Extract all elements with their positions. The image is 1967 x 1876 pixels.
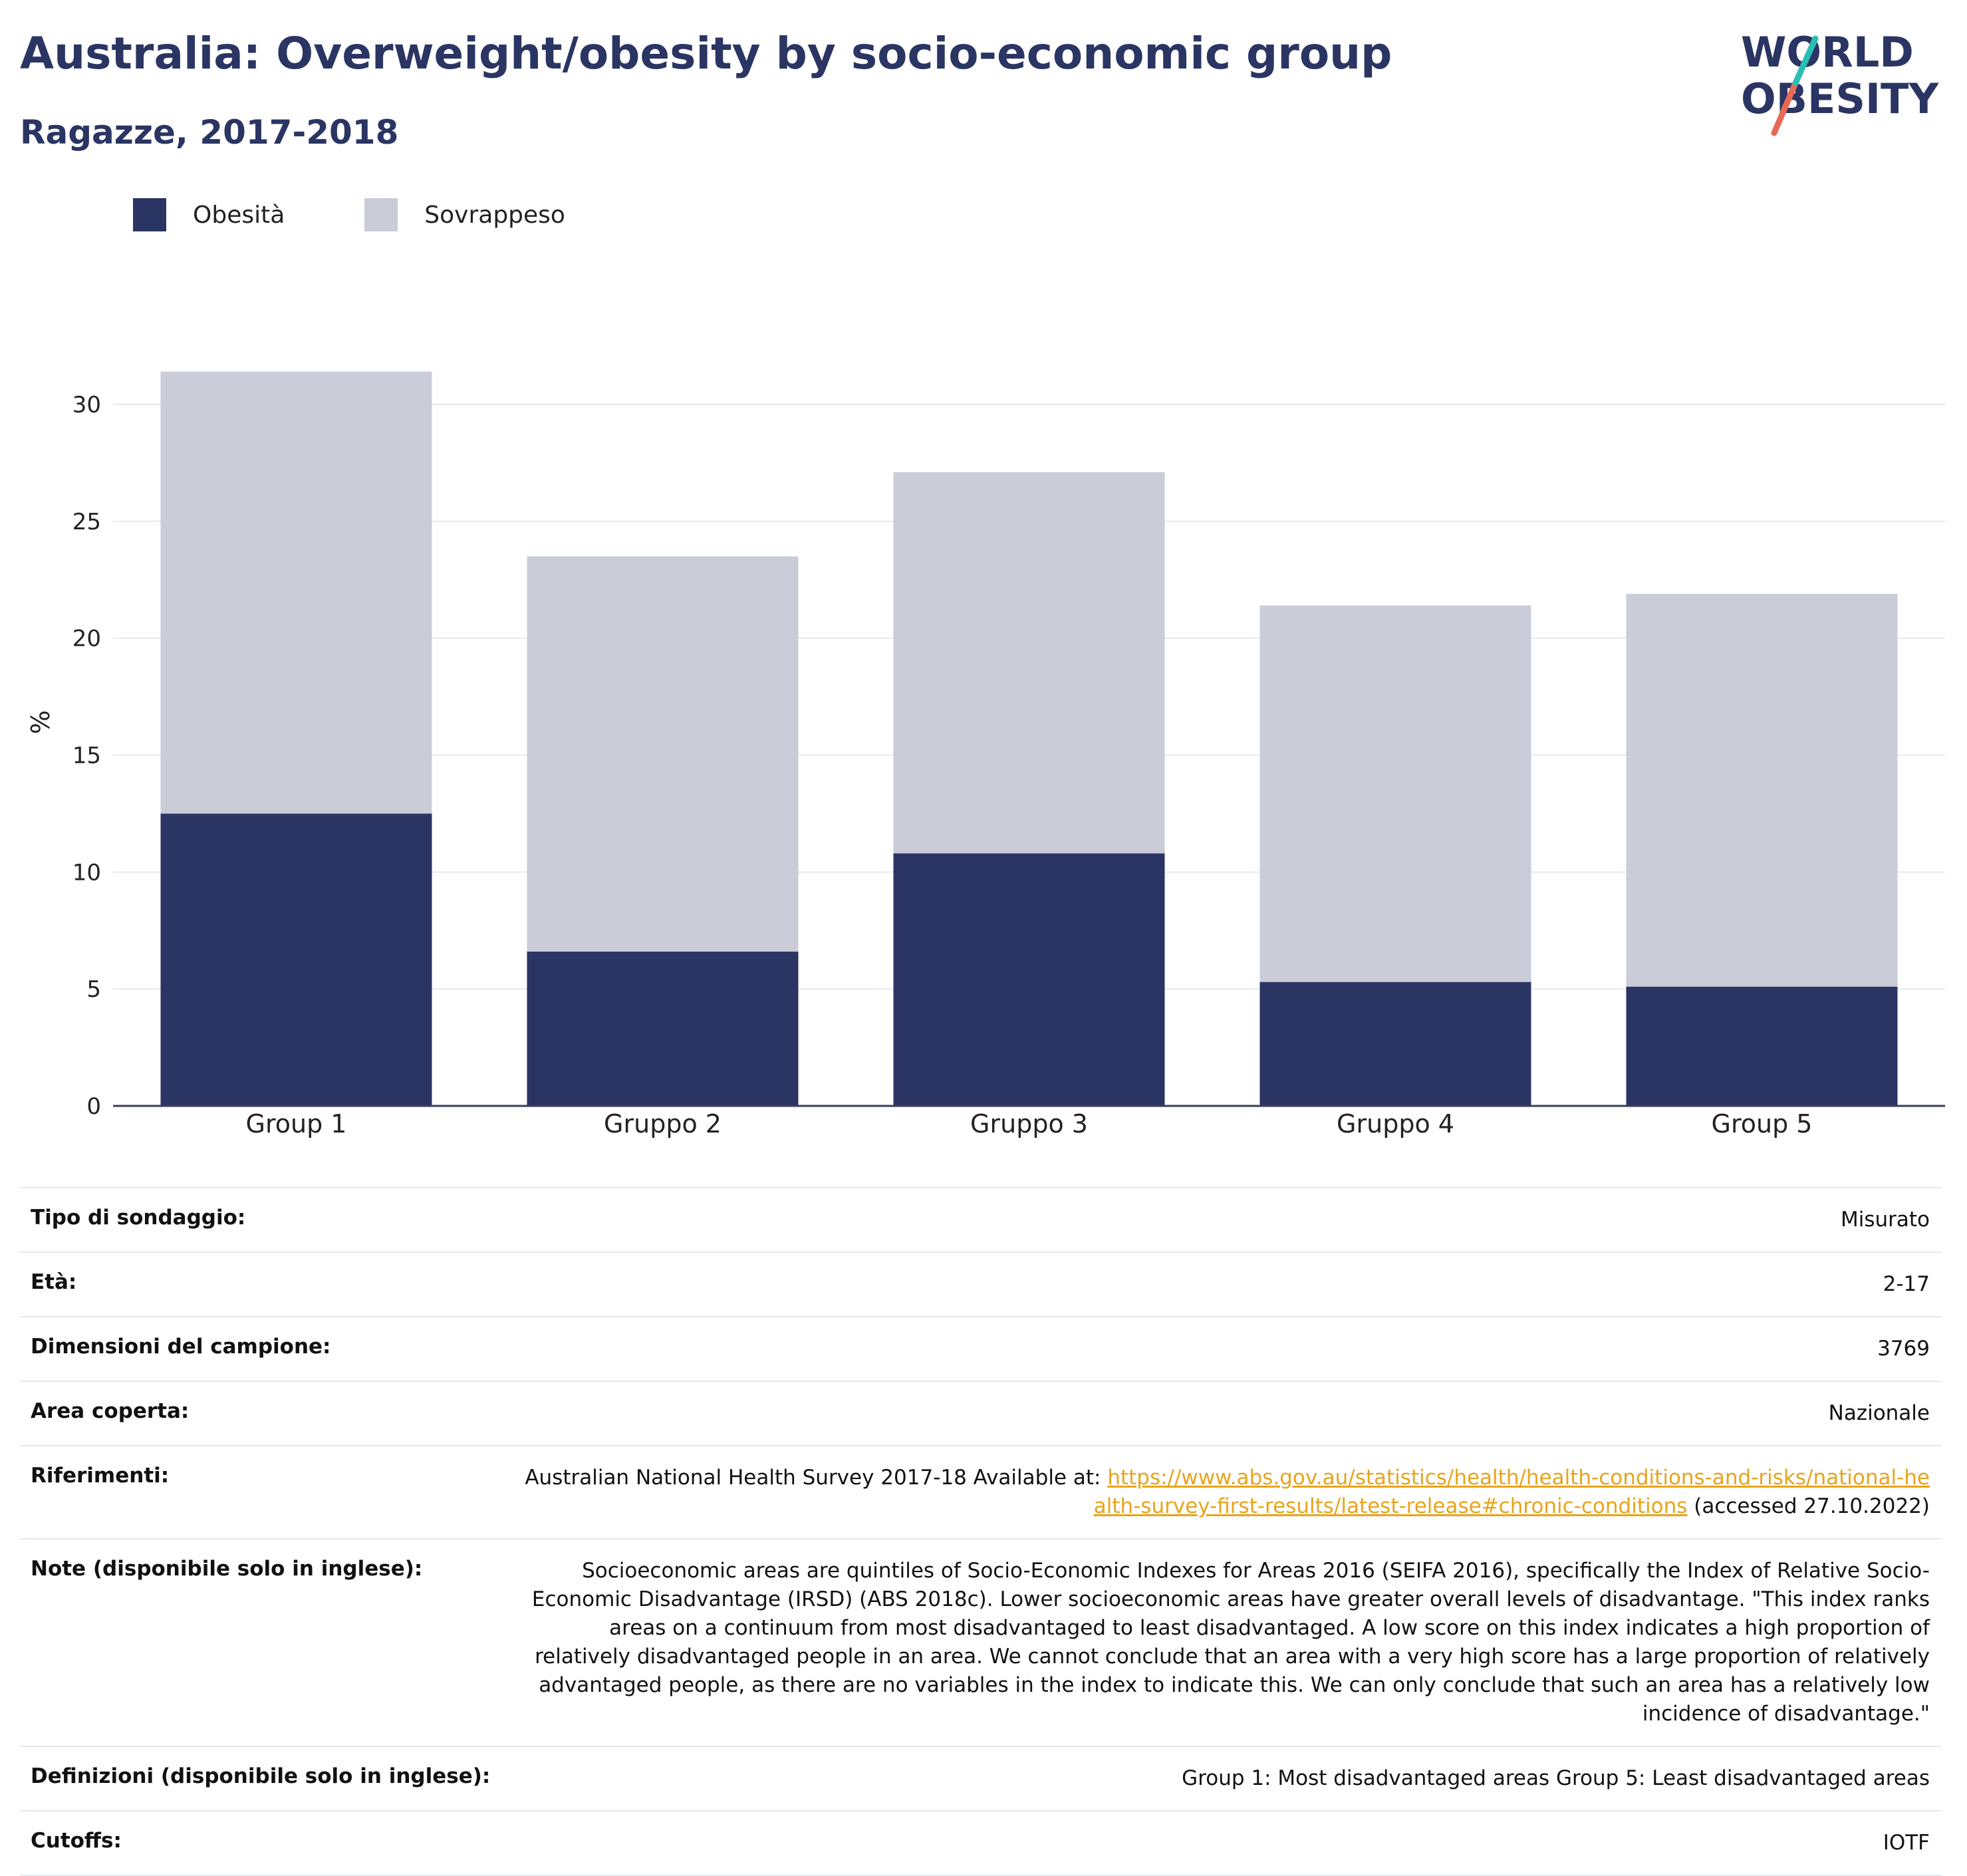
bar-obesity[interactable] bbox=[527, 951, 799, 1106]
y-tick-label: 20 bbox=[72, 626, 101, 652]
axes: 0 5 10 15 20 25 30 Group 1 Gruppo 2 Gruppo 3 Grupp… bbox=[26, 392, 1945, 1139]
metadata-label: Note (disponibile solo in inglese): bbox=[31, 1557, 423, 1581]
metadata-value: Socioeconomic areas are quintiles of Soc… bbox=[531, 1559, 1930, 1726]
bar-overweight[interactable] bbox=[1626, 593, 1898, 987]
metadata-label: Età: bbox=[31, 1270, 77, 1294]
legend-item-obesity[interactable]: Obesità bbox=[133, 198, 285, 231]
y-tick-label: 5 bbox=[86, 976, 101, 1003]
metadata-label: Area coperta: bbox=[31, 1399, 190, 1423]
bar-obesity[interactable] bbox=[1259, 982, 1531, 1106]
metadata-value: 2-17 bbox=[1883, 1272, 1930, 1296]
x-tick-label: Gruppo 4 bbox=[1337, 1109, 1454, 1139]
metadata-row: Area coperta: Nazionale bbox=[20, 1381, 1942, 1445]
bar-obesity[interactable] bbox=[1626, 986, 1898, 1106]
metadata-row: Note (disponibile solo in inglese): Socio… bbox=[20, 1538, 1942, 1746]
metadata-value: 3769 bbox=[1877, 1337, 1930, 1361]
x-tick-label: Gruppo 2 bbox=[604, 1109, 721, 1139]
bar-overweight[interactable] bbox=[893, 471, 1165, 854]
metadata-value: Nazionale bbox=[1828, 1401, 1930, 1425]
metadata-table: Tipo di sondaggio: Misurato Età: 2-17 Dimens… bbox=[20, 1187, 1942, 1876]
bar-overweight[interactable] bbox=[1259, 605, 1531, 982]
bar-overweight[interactable] bbox=[527, 556, 799, 952]
metadata-row: Riferimenti: Australian National Health S… bbox=[20, 1445, 1942, 1538]
page-subtitle: Ragazze, 2017-2018 bbox=[20, 113, 399, 152]
page-title: Australia: Overweight/obesity by socio-e… bbox=[20, 28, 1392, 79]
metadata-row: Definizioni (disponibile solo in inglese… bbox=[20, 1746, 1942, 1810]
bar-obesity[interactable] bbox=[893, 853, 1165, 1106]
metadata-row: Cutoffs: IOTF bbox=[20, 1810, 1942, 1876]
y-tick-label: 15 bbox=[72, 743, 101, 769]
metadata-label: Dimensioni del campione: bbox=[31, 1335, 331, 1359]
y-tick-label: 30 bbox=[72, 392, 101, 418]
y-tick-label: 10 bbox=[72, 859, 101, 886]
bar-obesity[interactable] bbox=[160, 813, 432, 1106]
metadata-value: IOTF bbox=[1883, 1831, 1930, 1855]
metadata-label: Cutoffs: bbox=[31, 1829, 122, 1853]
metadata-value: Group 1: Most disadvantaged areas Group … bbox=[1182, 1766, 1930, 1790]
bar-overweight[interactable] bbox=[160, 371, 432, 814]
legend-label-overweight: Sovrappeso bbox=[424, 201, 565, 229]
metadata-label: Tipo di sondaggio: bbox=[31, 1206, 246, 1230]
x-tick-label: Group 5 bbox=[1712, 1109, 1813, 1139]
legend-swatch-obesity bbox=[133, 198, 166, 231]
stacked-bar-chart: 0 5 10 15 20 25 30 Group 1 Gruppo 2 Gruppo 3 Grupp… bbox=[26, 371, 1945, 1139]
metadata-label: Riferimenti: bbox=[31, 1464, 170, 1488]
logo-line-1: WORLD bbox=[1741, 28, 1914, 76]
metadata-label: Definizioni (disponibile solo in inglese… bbox=[31, 1764, 491, 1788]
reference-suffix: (accessed 27.10.2022) bbox=[1687, 1494, 1930, 1518]
y-tick-label: 0 bbox=[86, 1093, 101, 1120]
legend-item-overweight[interactable]: Sovrappeso bbox=[364, 198, 565, 231]
metadata-row: Età: 2-17 bbox=[20, 1252, 1942, 1316]
y-tick-label: 25 bbox=[72, 509, 101, 535]
metadata-value: Misurato bbox=[1840, 1208, 1930, 1232]
metadata-row: Dimensioni del campione: 3769 bbox=[20, 1316, 1942, 1381]
metadata-row: Tipo di sondaggio: Misurato bbox=[20, 1187, 1942, 1252]
reference-prefix: Australian National Health Survey 2017-1… bbox=[525, 1466, 1108, 1490]
legend-swatch-overweight bbox=[364, 198, 398, 231]
chart-legend: Obesità Sovrappeso bbox=[133, 196, 645, 233]
legend-label-obesity: Obesità bbox=[193, 201, 285, 229]
x-tick-label: Gruppo 3 bbox=[970, 1109, 1088, 1139]
world-obesity-logo: WORLD OBESITY bbox=[1741, 28, 1939, 136]
reference-link[interactable]: https://www.abs.gov.au/statistics/health… bbox=[1093, 1466, 1930, 1518]
x-tick-label: Group 1 bbox=[246, 1109, 347, 1139]
y-axis-label: % bbox=[26, 710, 55, 734]
bars bbox=[160, 371, 1898, 1106]
logo-line-2: OBESITY bbox=[1741, 74, 1939, 123]
metadata-value: Australian National Health Survey 2017-1… bbox=[520, 1464, 1930, 1521]
